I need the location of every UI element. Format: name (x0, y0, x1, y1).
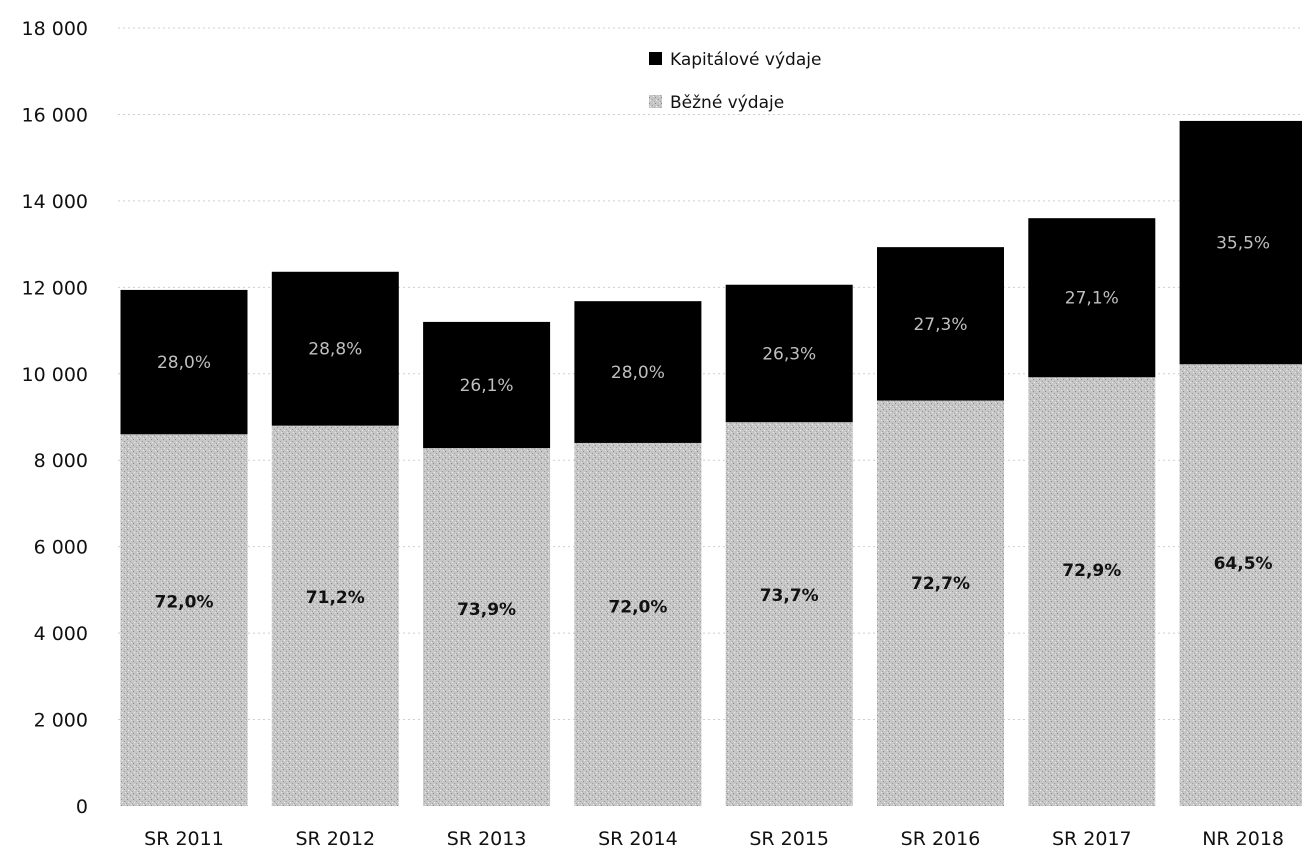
x-axis-categories: SR 2011 SR 2012 SR 2013 SR 2014 SR 2015 SR 20… (144, 828, 1284, 850)
bar-kapitalove-vydaje (877, 247, 1004, 401)
y-tick-label: 0 (76, 796, 88, 818)
legend-label-bezne: Běžné výdaje (670, 93, 784, 113)
data-label-bezne: 72,7% (911, 574, 970, 594)
data-label-bezne: 64,5% (1214, 554, 1273, 574)
bar-bezne-vydaje (725, 422, 853, 806)
data-label-kapitalove: 27,3% (913, 315, 967, 335)
x-category-label: SR 2013 (447, 828, 527, 850)
y-tick-label: 6 000 (34, 537, 88, 559)
data-label-bezne: 72,9% (1062, 561, 1121, 581)
y-tick-label: 2 000 (34, 710, 88, 732)
y-tick-label: 8 000 (34, 450, 88, 472)
bar-kapitalove-vydaje (120, 289, 248, 435)
data-label-kapitalove: 28,0% (611, 363, 665, 383)
bar-bezne-vydaje (574, 442, 702, 806)
y-axis-ticks: 0 2 000 4 000 6 000 8 000 10 000 12 000 14 000 1… (22, 18, 88, 818)
bar-bezne-vydaje (271, 425, 399, 806)
bar-kapitalove-vydaje (574, 301, 702, 443)
legend: Kapitálové výdaje Běžné výdaje (649, 50, 821, 113)
legend-swatch-bezne (649, 95, 662, 108)
bar-kapitalove-vydaje (423, 321, 551, 449)
legend-swatch-kapitalove (649, 52, 662, 65)
y-tick-label: 4 000 (34, 623, 88, 645)
data-label-kapitalove: 28,8% (308, 340, 362, 360)
y-tick-label: 12 000 (22, 277, 88, 299)
x-category-label: SR 2012 (295, 828, 375, 850)
data-label-bezne: 71,2% (306, 588, 365, 608)
x-category-label: SR 2014 (598, 828, 678, 850)
y-tick-label: 10 000 (22, 364, 88, 386)
bar-kapitalove-vydaje (1028, 218, 1156, 378)
x-category-label: SR 2015 (749, 828, 829, 850)
bar-bezne-vydaje (1179, 364, 1302, 806)
y-tick-label: 18 000 (22, 18, 88, 40)
data-label-kapitalove: 27,1% (1065, 289, 1119, 309)
data-label-kapitalove: 26,3% (762, 344, 816, 364)
bar-kapitalove-vydaje (271, 271, 399, 426)
bar-bezne-vydaje (423, 448, 551, 806)
bars (120, 120, 1302, 806)
data-label-kapitalove: 35,5% (1216, 234, 1270, 254)
x-category-label: SR 2016 (901, 828, 981, 850)
bar-kapitalove-vydaje (1179, 120, 1302, 365)
data-label-kapitalove: 26,1% (460, 376, 514, 396)
bar-bezne-vydaje (877, 400, 1004, 806)
y-tick-label: 16 000 (22, 104, 88, 126)
y-tick-label: 14 000 (22, 191, 88, 213)
x-category-label: NR 2018 (1202, 828, 1284, 850)
legend-label-kapitalove: Kapitálové výdaje (670, 50, 821, 70)
bar-bezne-vydaje (1028, 377, 1156, 806)
data-label-bezne: 73,9% (457, 600, 516, 620)
data-label-bezne: 72,0% (608, 597, 667, 617)
data-label-kapitalove: 28,0% (157, 353, 211, 373)
data-label-bezne: 72,0% (155, 593, 214, 613)
bar-kapitalove-vydaje (725, 284, 853, 423)
x-category-label: SR 2011 (144, 828, 224, 850)
data-labels: 72,0% 28,0% 71,2% 28,8% 73,9% 26,1% 72,0% 28,0%… (155, 234, 1273, 621)
data-label-bezne: 73,7% (760, 586, 819, 606)
bar-bezne-vydaje (120, 434, 248, 806)
x-category-label: SR 2017 (1052, 828, 1132, 850)
